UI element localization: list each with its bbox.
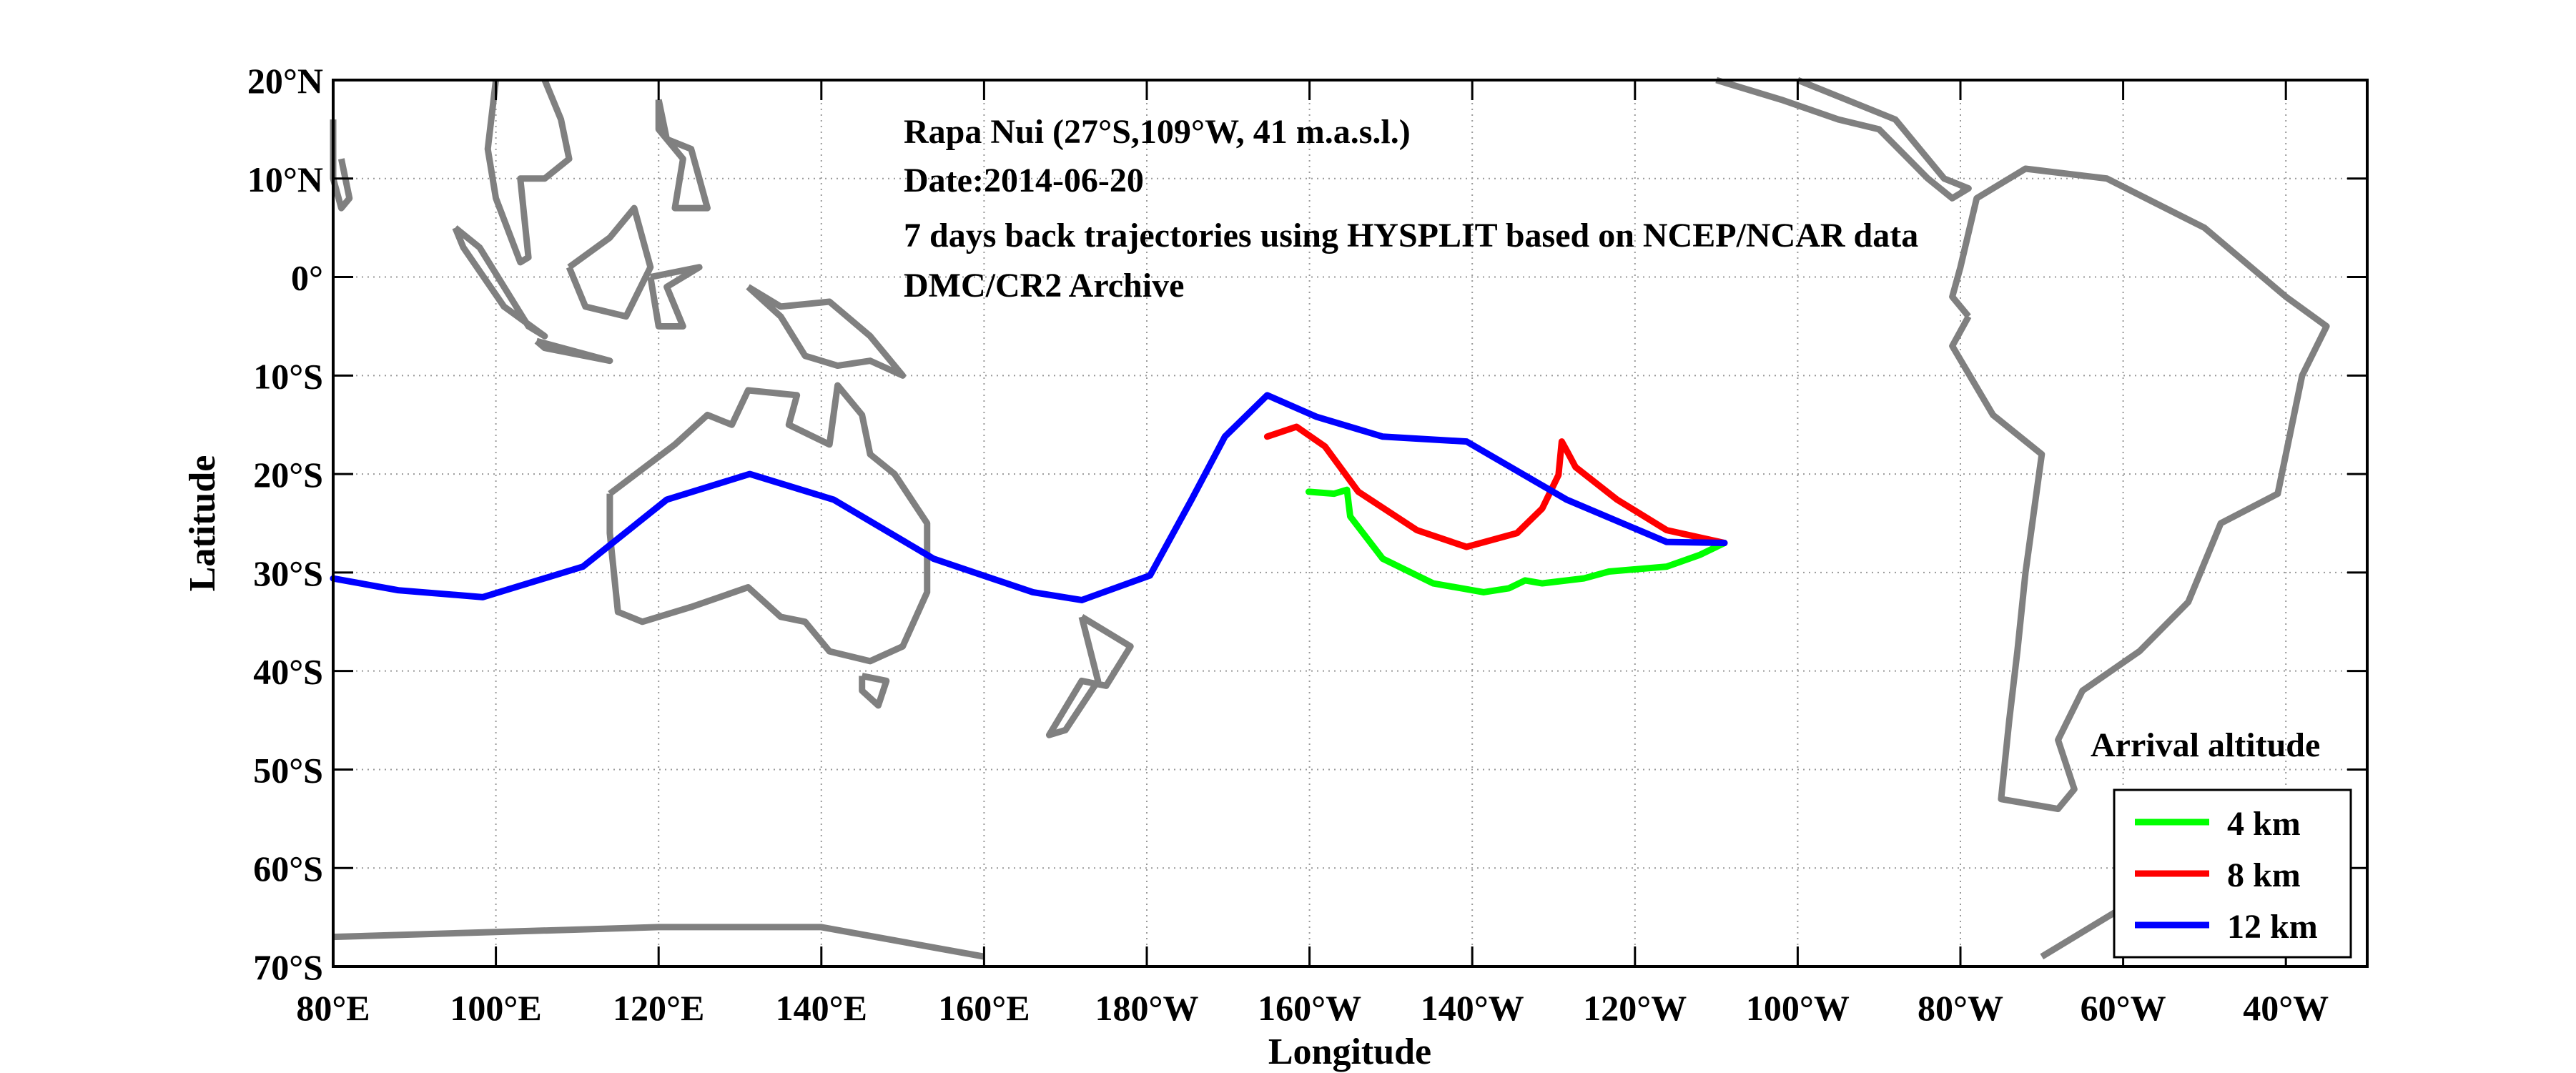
axis-ticks: 80°E 100°E 120°E 140°E 160°E 180°W 160°W 140°W 1…	[247, 61, 2367, 1028]
coastlines	[330, 76, 2330, 960]
y-tick-label: 0°	[291, 258, 323, 298]
legend-label-8-km: 8 km	[2227, 856, 2301, 894]
legend-label-12-km: 12 km	[2227, 908, 2318, 946]
annotation-date: Date:2014-06-20	[904, 162, 1144, 199]
coastline	[647, 264, 703, 330]
legend-label-4-km: 4 km	[2227, 805, 2301, 843]
coastline	[452, 225, 548, 340]
legend: 4 km 8 km 12 km	[2113, 788, 2352, 959]
x-tick-label: 160°W	[1258, 988, 1361, 1028]
x-tick-label: 100°E	[450, 988, 541, 1028]
x-tick-label: 180°W	[1095, 988, 1199, 1028]
y-tick-label: 10°S	[253, 356, 323, 396]
x-tick-label: 120°W	[1583, 988, 1687, 1028]
coastline	[859, 673, 890, 709]
x-tick-label: 80°E	[296, 988, 370, 1028]
coastline	[330, 119, 353, 212]
y-tick-label: 20°S	[253, 455, 323, 495]
coastline	[1715, 76, 1972, 202]
x-tick-label: 100°W	[1746, 988, 1850, 1028]
annotation-station: Rapa Nui (27°S,109°W, 41 m.a.s.l.)	[904, 113, 1411, 151]
x-tick-label: 40°W	[2243, 988, 2329, 1028]
annotation-archive: DMC/CR2 Archive	[904, 267, 1184, 305]
coastline	[484, 79, 573, 266]
coastline	[332, 924, 985, 960]
x-tick-label: 120°E	[613, 988, 704, 1028]
x-tick-label: 80°W	[1918, 988, 2003, 1028]
y-tick-label: 60°S	[253, 849, 323, 889]
x-tick-label: 140°W	[1421, 988, 1524, 1028]
coastline	[1045, 614, 1134, 738]
y-tick-label: 10°N	[247, 159, 323, 199]
x-tick-label: 60°W	[2081, 988, 2166, 1028]
y-tick-label: 30°S	[253, 553, 323, 593]
plot-frame	[332, 79, 2369, 968]
trajectory-8-km	[1263, 423, 1728, 550]
coastline	[566, 204, 654, 320]
y-tick-label: 50°S	[253, 750, 323, 790]
coastline	[1949, 165, 2330, 813]
legend-title: Arrival altitude	[2091, 726, 2320, 764]
x-axis-label: Longitude	[1268, 1032, 1431, 1072]
x-tick-label: 160°E	[938, 988, 1030, 1028]
trajectory-4-km	[1305, 486, 1728, 595]
y-tick-label: 70°S	[253, 947, 323, 987]
trajectories	[330, 392, 1728, 603]
coastline	[606, 382, 931, 665]
annotation-method: 7 days back trajectories using HYSPLIT b…	[904, 217, 1918, 254]
coastline	[534, 337, 613, 365]
y-tick-label: 40°S	[253, 652, 323, 692]
y-tick-label: 20°N	[247, 61, 323, 101]
trajectory-12-km	[330, 392, 1728, 603]
y-axis-label: Latitude	[182, 455, 223, 592]
coastline	[746, 284, 907, 379]
x-tick-label: 140°E	[776, 988, 867, 1028]
annotation-block: Rapa Nui (27°S,109°W, 41 m.a.s.l.) Date:…	[904, 113, 1918, 305]
coastline	[655, 99, 711, 212]
